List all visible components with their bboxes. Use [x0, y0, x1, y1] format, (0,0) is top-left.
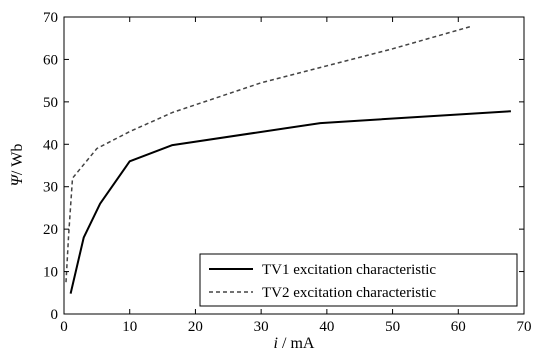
x-axis-unit: / mA [278, 335, 315, 352]
series-line-tv2 [65, 25, 472, 283]
x-tick-label: 40 [319, 319, 334, 335]
y-tick-label: 20 [43, 222, 58, 238]
x-axis-symbol: i [274, 335, 278, 352]
series-line-tv1 [69, 110, 511, 294]
plot-frame [63, 16, 525, 315]
y-tick-label: 40 [43, 137, 58, 153]
y-tick-label: 10 [43, 265, 58, 281]
y-tick-label: 30 [43, 180, 58, 196]
y-tick-label: 60 [43, 52, 58, 68]
x-tick-label: 60 [451, 319, 466, 335]
x-tick-label: 70 [517, 319, 532, 335]
legend-label-tv2: TV2 excitation characteristic [262, 285, 436, 301]
legend: TV1 excitation characteristic TV2 excita… [199, 253, 518, 307]
y-tick-label: 70 [43, 10, 58, 26]
legend-box [199, 253, 518, 307]
axis-ticks: 0 10 20 30 40 50 60 70 0 10 20 30 40 50 60 70 [43, 10, 532, 335]
x-tick-label: 0 [60, 319, 68, 335]
legend-label-tv1: TV1 excitation characteristic [262, 262, 436, 278]
x-tick-label: 10 [122, 319, 137, 335]
y-tick-label: 0 [51, 307, 59, 323]
y-axis-label: Ψ/ Wb [9, 144, 26, 187]
y-tick-label: 50 [43, 95, 58, 111]
x-tick-label: 50 [385, 319, 400, 335]
plot-lines [65, 25, 511, 294]
x-tick-label: 20 [188, 319, 203, 335]
y-axis-symbol: Ψ [9, 173, 26, 186]
x-axis-label: i / mA [274, 335, 315, 352]
y-axis-unit: / Wb [9, 144, 26, 176]
x-tick-label: 30 [254, 319, 269, 335]
